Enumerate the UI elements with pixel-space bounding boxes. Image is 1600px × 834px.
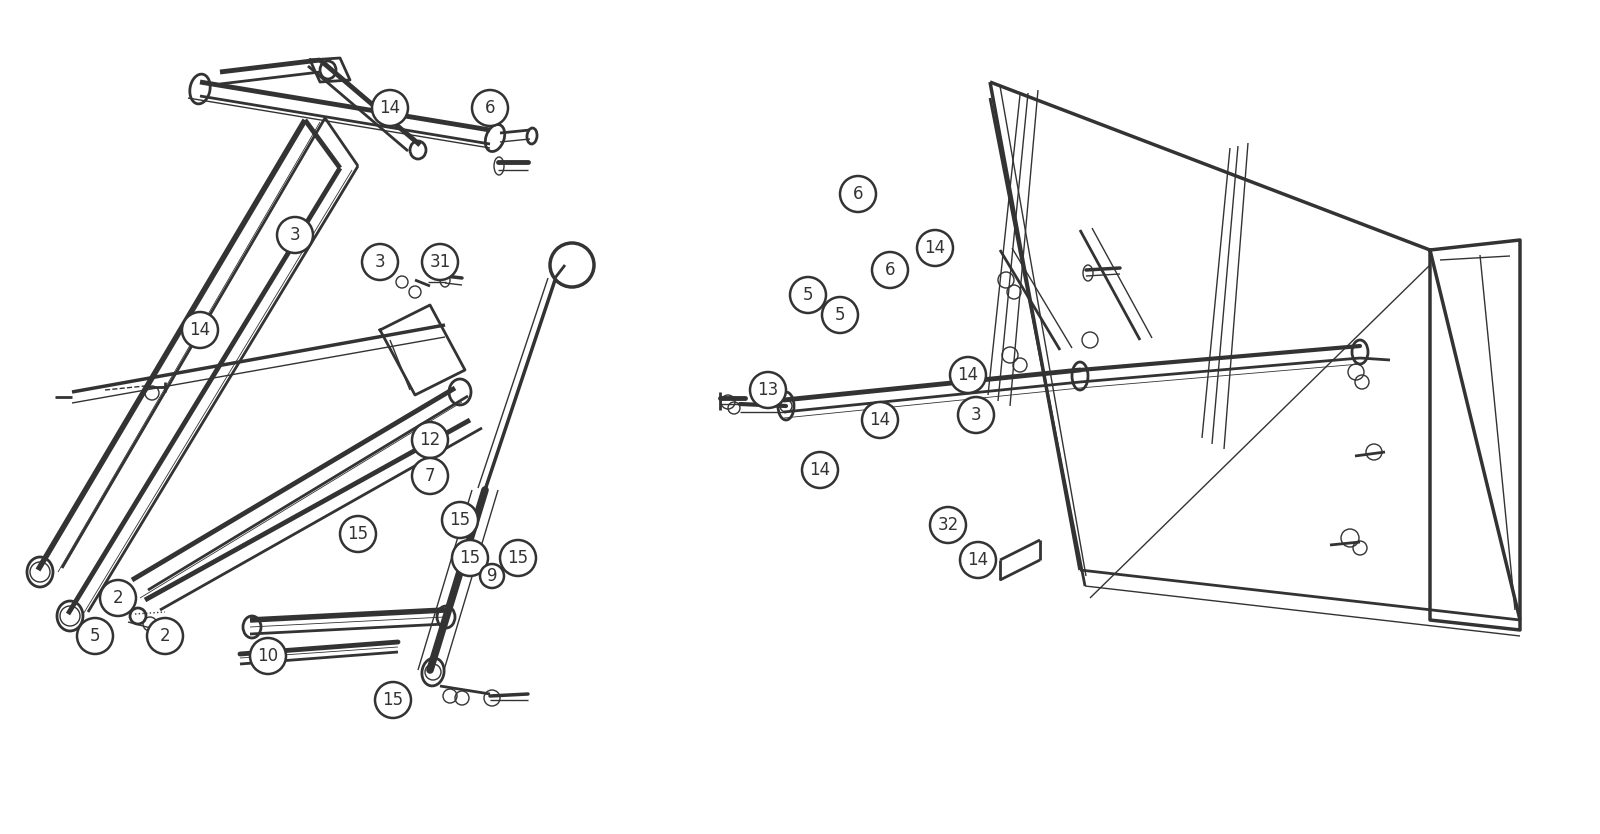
Circle shape [872, 252, 909, 288]
Circle shape [822, 297, 858, 333]
Text: 13: 13 [757, 381, 779, 399]
Text: 2: 2 [160, 627, 170, 645]
Text: 15: 15 [382, 691, 403, 709]
Circle shape [182, 312, 218, 348]
Text: 5: 5 [90, 627, 101, 645]
Text: 32: 32 [938, 516, 958, 534]
Circle shape [930, 507, 966, 543]
Circle shape [339, 516, 376, 552]
Text: 6: 6 [853, 185, 864, 203]
Circle shape [374, 682, 411, 718]
Text: 2: 2 [112, 589, 123, 607]
Circle shape [413, 458, 448, 494]
Circle shape [960, 542, 995, 578]
Circle shape [442, 502, 478, 538]
Text: 14: 14 [189, 321, 211, 339]
Text: 14: 14 [925, 239, 946, 257]
Text: 10: 10 [258, 647, 278, 665]
Text: 15: 15 [507, 549, 528, 567]
Circle shape [362, 244, 398, 280]
Circle shape [499, 540, 536, 576]
Circle shape [802, 452, 838, 488]
Circle shape [480, 564, 504, 588]
Text: 14: 14 [968, 551, 989, 569]
Text: 6: 6 [485, 99, 496, 117]
Circle shape [472, 90, 509, 126]
Text: 15: 15 [450, 511, 470, 529]
Text: 12: 12 [419, 431, 440, 449]
Circle shape [862, 402, 898, 438]
Circle shape [958, 397, 994, 433]
Text: 3: 3 [971, 406, 981, 424]
Circle shape [840, 176, 877, 212]
Text: 7: 7 [424, 467, 435, 485]
Circle shape [99, 580, 136, 616]
Circle shape [147, 618, 182, 654]
Text: 9: 9 [486, 567, 498, 585]
Text: 5: 5 [803, 286, 813, 304]
Text: 15: 15 [347, 525, 368, 543]
Text: 14: 14 [379, 99, 400, 117]
Circle shape [453, 540, 488, 576]
Circle shape [250, 638, 286, 674]
Circle shape [277, 217, 314, 253]
Text: 3: 3 [290, 226, 301, 244]
Circle shape [917, 230, 954, 266]
Circle shape [790, 277, 826, 313]
Circle shape [750, 372, 786, 408]
Circle shape [77, 618, 114, 654]
Text: 15: 15 [459, 549, 480, 567]
Text: 6: 6 [885, 261, 896, 279]
Text: 14: 14 [869, 411, 891, 429]
Text: 3: 3 [374, 253, 386, 271]
Text: 14: 14 [957, 366, 979, 384]
Text: 14: 14 [810, 461, 830, 479]
Text: 31: 31 [429, 253, 451, 271]
Circle shape [950, 357, 986, 393]
Circle shape [413, 422, 448, 458]
Text: 5: 5 [835, 306, 845, 324]
Circle shape [371, 90, 408, 126]
Circle shape [422, 244, 458, 280]
